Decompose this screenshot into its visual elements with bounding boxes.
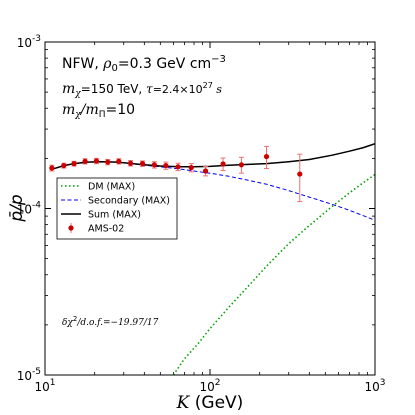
ams-data-point <box>82 158 88 164</box>
y-tick-label: 10-3 <box>17 34 41 50</box>
ams-data-point <box>238 162 245 168</box>
chi2-annotation: δχ2/d.o.f.=−19.97/17 <box>62 315 159 328</box>
legend-swatch-ams-marker <box>68 225 74 231</box>
annotation-line2: mχ=150 TeV, τ=2.4×1027 s <box>62 81 222 99</box>
ams-data-point <box>188 165 194 171</box>
legend-label-ams: AMS-02 <box>88 224 124 235</box>
legend-label-dm: DM (MAX) <box>88 182 135 193</box>
plot-frame <box>44 41 376 376</box>
svg-text:p̄/p: p̄/p <box>7 194 27 223</box>
ams-data-point <box>220 161 226 167</box>
x-tick-label: 102 <box>199 378 220 394</box>
points-layer <box>49 145 303 203</box>
ams-data-point <box>116 158 122 164</box>
legend-label-secondary: Secondary (MAX) <box>88 196 170 207</box>
annotation-line1: NFW, ρ0=0.3 GeV cm−3 <box>62 54 226 74</box>
legend: DM (MAX) Secondary (MAX) Sum (MAX) AMS-0… <box>56 177 178 240</box>
ams-data-point <box>139 161 146 167</box>
ams-data-point <box>151 162 157 168</box>
ticks-layer: 101 102 103 10-5 10-4 10-3 <box>17 34 386 394</box>
ams-data-point <box>61 162 67 169</box>
x-axis-label: K (GeV) <box>176 393 244 413</box>
ams-data-point <box>163 162 169 169</box>
x-tick-label: 101 <box>34 378 55 394</box>
legend-box <box>56 177 178 240</box>
annotation-line3: mχ/mΠ=10 <box>62 102 135 120</box>
ams-data-point <box>175 164 181 170</box>
ams-data-point <box>127 160 134 166</box>
y-tick-label: 10-5 <box>17 367 41 383</box>
series-line-dm-max <box>172 173 375 375</box>
series-line-sum-max <box>51 142 375 171</box>
ams-data-point <box>202 168 209 174</box>
ams-data-point <box>297 171 303 177</box>
ams-data-point <box>49 165 55 171</box>
y-axis-label: p̄/p <box>7 194 27 223</box>
ams-data-point <box>263 153 270 160</box>
y-tick-label: 10-4 <box>17 201 42 217</box>
legend-label-sum: Sum (MAX) <box>88 210 141 221</box>
x-tick-label: 103 <box>364 378 385 394</box>
ams-data-point <box>71 161 77 167</box>
ams-data-point <box>93 158 100 164</box>
ams-data-point <box>105 159 111 165</box>
series-layer <box>51 142 375 375</box>
